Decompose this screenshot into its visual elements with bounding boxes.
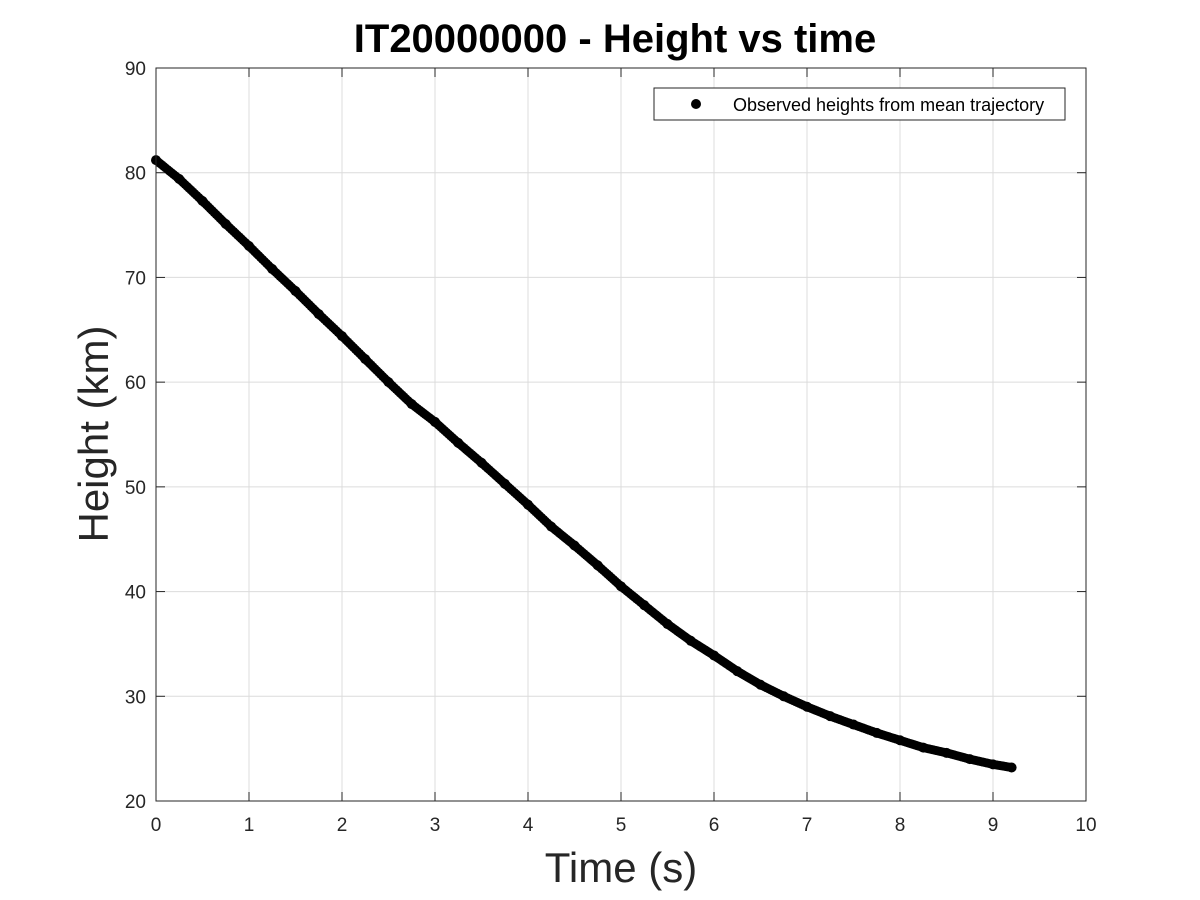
y-tick-label: 70 — [125, 268, 146, 289]
x-tick-label: 4 — [523, 815, 534, 836]
legend-entry-label: Observed heights from mean trajectory — [733, 95, 1044, 115]
y-tick-label: 60 — [125, 373, 146, 394]
legend-marker-icon — [691, 99, 701, 109]
chart-title: IT20000000 - Height vs time — [354, 17, 876, 61]
y-tick-label: 20 — [125, 792, 146, 813]
data-point-dense — [1005, 762, 1015, 772]
y-tick-label: 90 — [125, 59, 146, 80]
x-tick-label: 6 — [709, 815, 720, 836]
x-tick-label: 1 — [244, 815, 255, 836]
x-tick-label: 5 — [616, 815, 627, 836]
x-tick-label: 2 — [337, 815, 348, 836]
y-tick-label: 30 — [125, 687, 146, 708]
x-tick-label: 0 — [151, 815, 162, 836]
y-tick-label: 80 — [125, 164, 146, 185]
x-tick-label: 10 — [1075, 815, 1096, 836]
x-tick-label: 3 — [430, 815, 441, 836]
x-axis-label: Time (s) — [545, 844, 697, 891]
y-axis-tick-labels: 20 30 40 50 60 70 80 90 — [125, 59, 146, 813]
data-series — [151, 155, 1017, 773]
x-tick-label: 7 — [802, 815, 813, 836]
legend: Observed heights from mean trajectory — [653, 87, 1066, 121]
x-tick-label: 9 — [988, 815, 999, 836]
x-tick-label: 8 — [895, 815, 906, 836]
plot-area — [151, 67, 1087, 802]
y-tick-label: 50 — [125, 478, 146, 499]
y-tick-label: 40 — [125, 583, 146, 604]
legend-box — [653, 87, 1066, 121]
x-axis-tick-labels: 0 1 2 3 4 5 6 7 8 9 10 — [151, 815, 1097, 836]
tick-marks — [155, 67, 1087, 802]
y-axis-label: Height (km) — [70, 325, 117, 542]
